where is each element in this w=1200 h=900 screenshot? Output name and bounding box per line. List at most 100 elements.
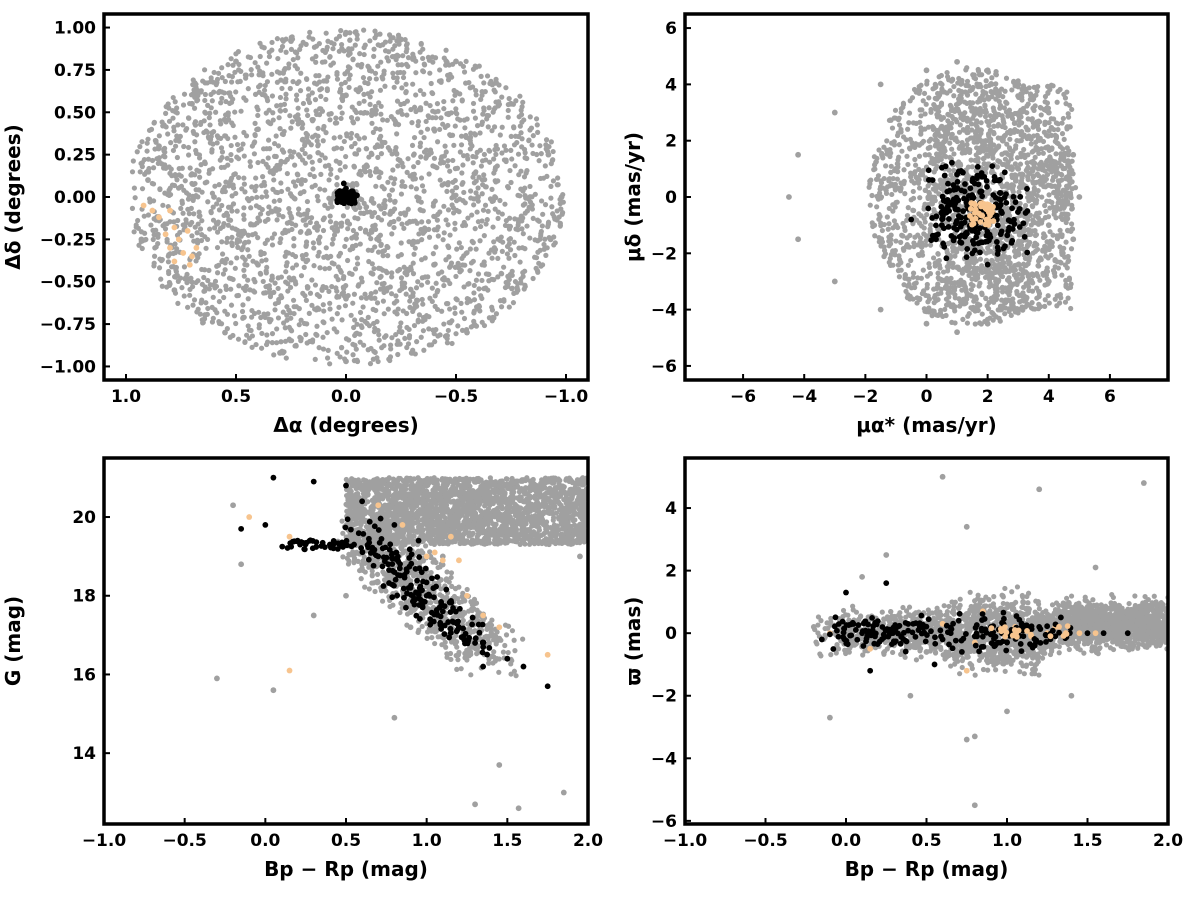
field-dot (973, 128, 979, 135)
field-dot (929, 194, 935, 200)
field-dot (1072, 184, 1079, 191)
field-dot (174, 246, 180, 252)
members-point (908, 216, 915, 223)
field-dot (323, 96, 329, 103)
field-dot (963, 288, 969, 295)
field-dot (957, 122, 963, 128)
field-dot (920, 98, 926, 104)
field-dot (441, 230, 447, 236)
field-dot (428, 80, 434, 87)
field-dot (971, 260, 977, 266)
field-dot (518, 276, 524, 282)
field-dot (267, 146, 273, 152)
field-dot (1064, 183, 1070, 189)
field-dot (473, 88, 479, 94)
field-dot (948, 280, 955, 286)
field-dot (538, 175, 544, 182)
field-dot (368, 236, 374, 242)
field-dot (214, 221, 221, 227)
field-dot (224, 239, 230, 245)
field-dot (899, 148, 905, 154)
field-dot (509, 285, 515, 291)
field-dot (445, 243, 451, 249)
field-dot (412, 218, 418, 224)
field-dot (202, 284, 208, 290)
field-dot (353, 87, 359, 93)
field-dot (264, 339, 271, 345)
tail-point (171, 224, 178, 231)
field-dot (313, 307, 319, 313)
field-dot (1016, 94, 1022, 100)
field-dot (150, 165, 157, 171)
field-dot (461, 219, 467, 226)
field-dot (1050, 164, 1056, 170)
field-dot (466, 281, 472, 287)
field-dot (316, 345, 322, 351)
field-dot (952, 284, 958, 290)
field-dot (350, 352, 356, 358)
field-dot (269, 242, 276, 248)
field-dot (411, 251, 417, 257)
field-dot (461, 69, 468, 75)
field-dot (1040, 138, 1047, 145)
field-dot (492, 147, 498, 153)
field-dot (183, 274, 189, 281)
field-dot (371, 108, 377, 114)
field-dot (277, 108, 284, 114)
field-dot (1009, 174, 1015, 181)
field-dot (969, 127, 975, 133)
field-dot (943, 154, 949, 160)
field-dot (395, 32, 402, 38)
field-dot (437, 177, 443, 183)
field-dot (234, 293, 240, 299)
field-point (1015, 250, 1022, 257)
field-dot (866, 184, 872, 190)
field-dot (1024, 103, 1030, 109)
field-dot (419, 296, 425, 303)
field-dot (931, 169, 937, 175)
field-dot (274, 340, 280, 346)
field-dot (309, 184, 315, 190)
field-dot (877, 186, 883, 192)
field-dot (327, 361, 333, 367)
field-dot (1053, 151, 1059, 157)
field-dot (271, 352, 277, 358)
field-dot (938, 307, 944, 314)
field-dot (395, 62, 401, 68)
field-dot (906, 110, 913, 116)
field-dot (208, 210, 214, 216)
field-dot (491, 87, 497, 93)
field-dot (229, 73, 236, 80)
field-dot (182, 178, 188, 184)
field-dot (980, 92, 986, 98)
field-dot (179, 285, 185, 291)
field-dot (356, 136, 362, 142)
field-dot (943, 136, 949, 143)
field-dot (1068, 192, 1074, 198)
field-dot (1057, 227, 1063, 233)
field-dot (954, 249, 960, 255)
field-dot (940, 143, 946, 149)
field-dot (879, 152, 885, 158)
field-dot (541, 241, 547, 248)
field-dot (1014, 155, 1021, 161)
field-dot (475, 271, 482, 277)
field-dot (932, 143, 938, 149)
field-dot (910, 188, 916, 195)
field-dot (401, 100, 407, 107)
field-dot (955, 108, 962, 114)
field-dot (474, 209, 480, 215)
field-dot (1056, 179, 1062, 185)
field-dot (317, 157, 323, 164)
field-dot (499, 248, 505, 254)
field-dot (998, 273, 1005, 279)
field-dot (307, 171, 313, 178)
field-dot (353, 151, 360, 157)
field-dot (1054, 204, 1060, 210)
field-dot (281, 128, 287, 135)
field-dot (888, 252, 894, 258)
field-dot (1036, 118, 1042, 124)
field-dot (1024, 295, 1030, 301)
field-dot (234, 208, 240, 214)
field-dot (206, 170, 212, 176)
